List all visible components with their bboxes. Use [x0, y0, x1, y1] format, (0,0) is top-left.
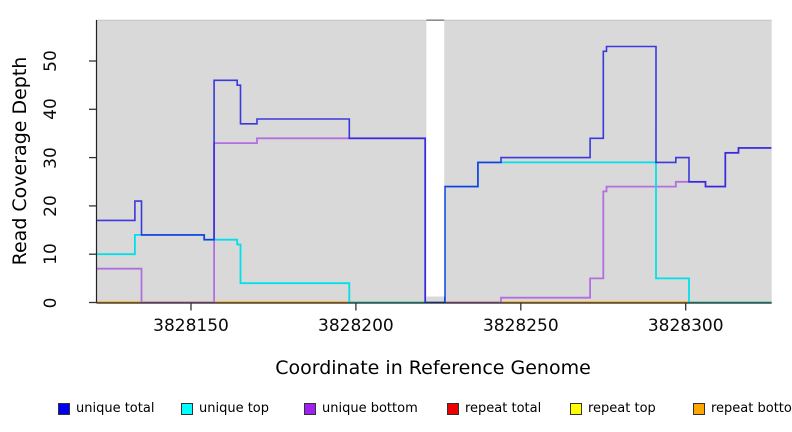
y-tick-label: 30 [41, 146, 61, 169]
legend-label: unique top [199, 401, 270, 416]
x-tick-label: 3828300 [647, 316, 724, 336]
legend-label: unique bottom [322, 401, 418, 416]
legend: unique total unique top unique bottom repea… [0, 396, 792, 422]
y-tick-label: 20 [41, 195, 61, 217]
legend-label: repeat total [465, 401, 542, 416]
legend-item-repeat-bottom: repeat bottom [693, 402, 792, 415]
legend-item-unique-top: unique top [181, 402, 269, 415]
legend-swatch-icon [58, 402, 70, 415]
y-tick-label: 0 [41, 297, 61, 308]
legend-swatch-icon [181, 402, 193, 415]
y-axis-title: Read Coverage Depth [9, 56, 31, 266]
x-axis-title: Coordinate in Reference Genome [275, 357, 591, 379]
legend-swatch-icon [570, 402, 582, 415]
x-tick-label: 3828250 [482, 316, 559, 336]
x-tick-label: 3828200 [318, 316, 394, 336]
legend-label: repeat top [588, 401, 656, 416]
legend-item-unique-bottom: unique bottom [304, 402, 418, 415]
legend-item-repeat-total: repeat total [447, 402, 541, 415]
y-tick-label: 40 [41, 98, 61, 121]
series-line-unique-total [96, 45, 772, 303]
legend-item-unique-total: unique total [58, 402, 154, 415]
x-tick-label: 3828150 [153, 316, 229, 336]
legend-label: unique total [76, 401, 155, 416]
legend-label: repeat bottom [711, 401, 792, 416]
y-tick-label: 50 [41, 50, 61, 72]
legend-swatch-icon [304, 402, 316, 415]
y-tick-label: 10 [41, 243, 61, 266]
masked-region-overlay [426, 21, 445, 297]
legend-swatch-icon [693, 402, 705, 415]
legend-item-repeat-top: repeat top [570, 402, 656, 415]
legend-swatch-icon [447, 402, 459, 415]
